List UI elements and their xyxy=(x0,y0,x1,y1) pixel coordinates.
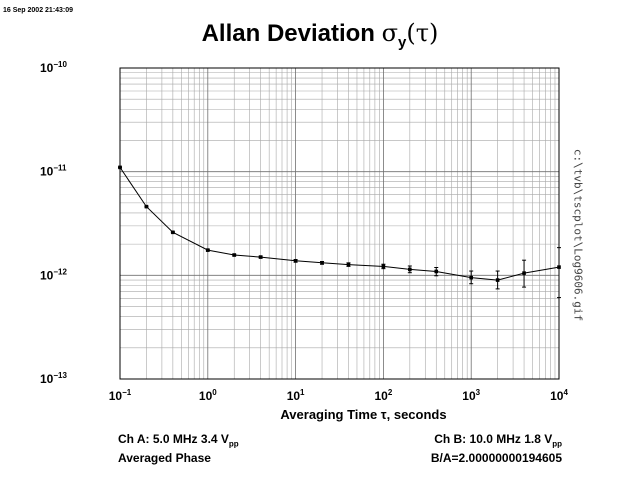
channel-a-vpp-subscript: pp xyxy=(228,439,239,449)
sigma-subscript: y xyxy=(398,33,407,51)
channel-b-vpp-subscript: pp xyxy=(552,439,562,449)
x-tick-label: 102 xyxy=(374,388,392,403)
data-point xyxy=(232,253,237,257)
data-point xyxy=(522,271,526,275)
data-point xyxy=(434,269,439,274)
tau-argument: (τ) xyxy=(406,19,439,47)
y-tick-labels: 10−10 10−11 10−12 10−13 xyxy=(40,60,67,386)
x-tick-label: 10−1 xyxy=(109,388,132,403)
data-point xyxy=(381,264,386,269)
y-tick-label: 10−12 xyxy=(40,267,67,282)
chart-title-text: Allan Deviation xyxy=(201,20,375,47)
x-tick-label: 100 xyxy=(199,388,217,403)
channel-b-frequency: Ch B: 10.0 MHz 1.8 V xyxy=(434,432,553,446)
data-point xyxy=(144,204,149,209)
data-series xyxy=(118,165,561,299)
data-point xyxy=(320,261,324,265)
plot-frame xyxy=(119,67,560,380)
data-point xyxy=(557,265,561,269)
channel-a-line1: Ch A: 5.0 MHz 3.4 Vpp xyxy=(118,432,239,451)
channel-b-info: Ch B: 10.0 MHz 1.8 Vpp B/A=2.00000000194… xyxy=(431,432,562,465)
channel-b-line1: Ch B: 10.0 MHz 1.8 Vpp xyxy=(431,432,562,451)
x-tick-labels: 10−1 100 101 102 103 104 xyxy=(109,388,569,403)
grid-lines xyxy=(119,67,560,380)
sigma-symbol: σ xyxy=(381,19,399,47)
data-point xyxy=(408,267,412,272)
y-tick-label: 10−13 xyxy=(40,371,67,386)
y-tick-label: 10−11 xyxy=(40,164,67,179)
x-axis-label: Averaging Time τ, seconds xyxy=(280,407,446,422)
x-tick-label: 104 xyxy=(550,388,568,403)
data-point xyxy=(206,248,210,252)
data-point xyxy=(469,275,473,280)
chart-title: Allan Deviation σy(τ) xyxy=(0,19,640,51)
y-tick-label: 10−10 xyxy=(40,60,67,75)
channel-a-info: Ch A: 5.0 MHz 3.4 Vpp Averaged Phase xyxy=(118,432,239,465)
channel-a-frequency: Ch A: 5.0 MHz 3.4 V xyxy=(118,432,229,446)
x-tick-label: 101 xyxy=(287,388,305,403)
data-point xyxy=(293,259,298,263)
series-line xyxy=(119,167,560,281)
channel-b-ratio: B/A=2.00000000194605 xyxy=(430,451,562,466)
data-point xyxy=(118,165,122,170)
x-tick-label: 103 xyxy=(462,388,480,403)
channel-a-mode: Averaged Phase xyxy=(118,451,211,466)
timestamp: 16 Sep 2002 21:43:09 xyxy=(3,7,74,14)
data-point xyxy=(171,230,175,235)
data-point xyxy=(495,278,500,282)
data-point xyxy=(346,262,351,267)
data-point xyxy=(258,255,263,259)
